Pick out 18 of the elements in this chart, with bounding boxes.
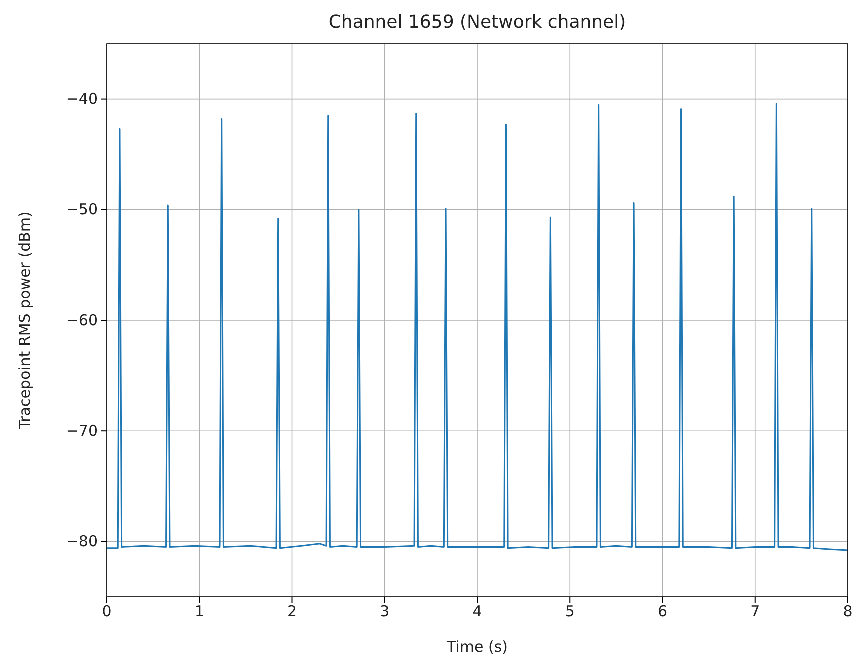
x-tick-label: 7	[750, 602, 760, 621]
x-tick-label: 2	[287, 602, 298, 621]
y-tick-label: −80	[66, 532, 98, 550]
x-axis-title: Time (s)	[446, 638, 508, 656]
x-tick-label: 1	[194, 602, 204, 621]
x-tick-label: 4	[472, 602, 482, 621]
x-tick-label: 0	[102, 602, 112, 621]
y-tick-label: −60	[66, 311, 98, 330]
y-axis-title: Tracepoint RMS power (dBm)	[16, 212, 34, 430]
x-tick-label: 8	[843, 602, 853, 621]
y-tick-label: −40	[66, 90, 98, 108]
y-tick-label: −70	[66, 422, 98, 440]
y-tick-label: −50	[66, 200, 98, 219]
x-tick-label: 5	[565, 602, 575, 621]
x-tick-label: 3	[380, 602, 390, 621]
x-tick-label: 6	[658, 602, 668, 621]
line-series	[106, 102, 849, 552]
chart-title: Channel 1659 (Network channel)	[328, 12, 626, 33]
